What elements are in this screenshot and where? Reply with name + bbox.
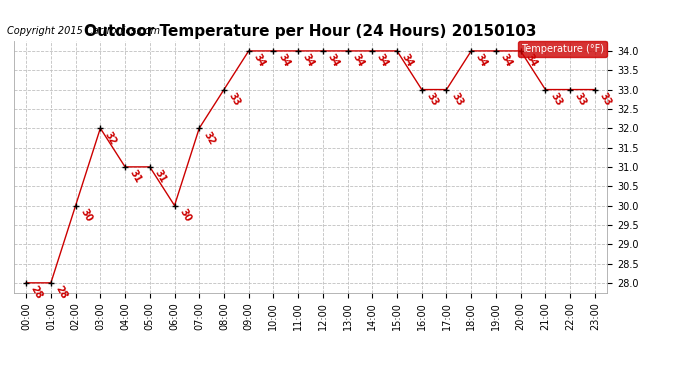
Text: 33: 33	[449, 91, 464, 108]
Text: 32: 32	[202, 130, 217, 146]
Text: 33: 33	[573, 91, 589, 108]
Text: Copyright 2015 Cartronics.com: Copyright 2015 Cartronics.com	[7, 26, 160, 36]
Text: 32: 32	[103, 130, 119, 146]
Text: 34: 34	[375, 52, 391, 69]
Text: 34: 34	[400, 52, 415, 69]
Text: 34: 34	[326, 52, 341, 69]
Text: 33: 33	[227, 91, 242, 108]
Text: 33: 33	[548, 91, 564, 108]
Text: 33: 33	[598, 91, 613, 108]
Text: 34: 34	[351, 52, 366, 69]
Text: 30: 30	[177, 207, 193, 224]
Title: Outdoor Temperature per Hour (24 Hours) 20150103: Outdoor Temperature per Hour (24 Hours) …	[84, 24, 537, 39]
Text: 34: 34	[301, 52, 316, 69]
Text: 34: 34	[524, 52, 539, 69]
Text: 31: 31	[128, 168, 144, 185]
Legend: Temperature (°F): Temperature (°F)	[518, 41, 607, 57]
Text: 31: 31	[152, 168, 168, 185]
Text: 33: 33	[424, 91, 440, 108]
Text: 28: 28	[54, 284, 69, 301]
Text: 34: 34	[474, 52, 489, 69]
Text: 34: 34	[276, 52, 292, 69]
Text: 28: 28	[29, 284, 44, 301]
Text: 34: 34	[251, 52, 267, 69]
Text: 34: 34	[499, 52, 514, 69]
Text: 30: 30	[79, 207, 94, 224]
